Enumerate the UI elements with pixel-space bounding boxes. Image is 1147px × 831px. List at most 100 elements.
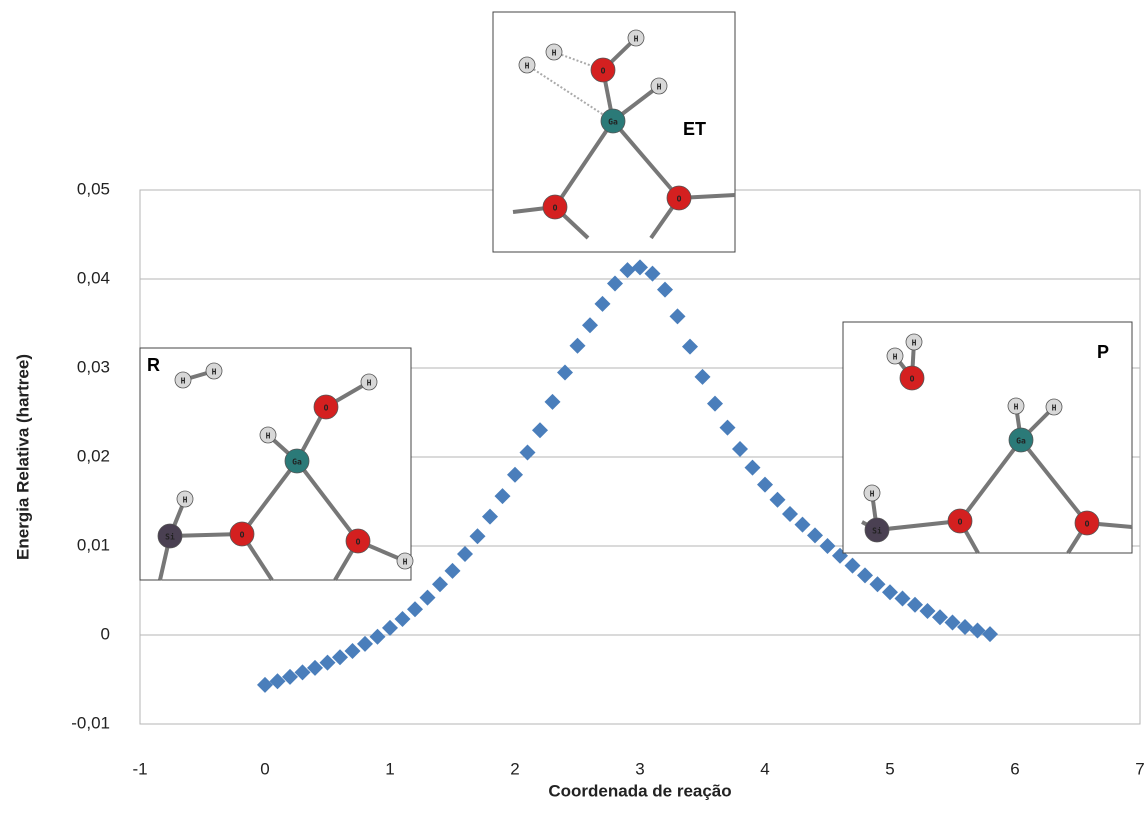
bond: [958, 438, 1023, 523]
y-tick-label: 0,04: [77, 268, 110, 287]
atom: [947, 508, 973, 534]
data-point: [444, 562, 461, 579]
data-point: [519, 444, 536, 461]
data-point: [732, 440, 748, 457]
atom: [229, 521, 255, 547]
data-point: [682, 338, 698, 355]
atom: [360, 373, 378, 391]
x-tick-label: 5: [885, 759, 894, 778]
x-tick-label: -1: [132, 759, 147, 778]
data-point: [619, 262, 636, 279]
data-point: [782, 505, 798, 522]
atom-label: O: [910, 375, 915, 384]
data-point: [882, 584, 898, 601]
data-point: [369, 628, 386, 645]
data-point: [532, 422, 548, 439]
atom: [590, 57, 616, 83]
atom: [666, 185, 692, 211]
atom: [345, 528, 371, 554]
data-point: [669, 308, 686, 325]
atom: [1008, 427, 1034, 453]
atom-label: H: [634, 35, 639, 44]
atom: [284, 448, 310, 474]
data-point: [694, 368, 711, 385]
data-point: [607, 275, 623, 292]
atom-label: H: [870, 490, 875, 499]
atom: [396, 552, 414, 570]
atom-label: H: [181, 377, 186, 386]
data-point: [719, 419, 736, 436]
data-point: [944, 614, 961, 631]
data-point: [757, 476, 773, 493]
atom-label: O: [324, 404, 329, 413]
bond: [553, 119, 615, 209]
data-point: [982, 626, 998, 643]
data-point: [819, 538, 836, 554]
atom: [864, 517, 890, 543]
atom: [176, 490, 194, 508]
data-point: [869, 576, 886, 593]
atom: [545, 43, 563, 61]
data-point: [557, 364, 573, 381]
atom: [1074, 510, 1100, 536]
y-tick-label: -0,01: [71, 713, 110, 732]
atom-label: O: [553, 204, 558, 213]
atom: [1007, 397, 1025, 415]
atom: [627, 29, 645, 47]
atom: [600, 108, 626, 134]
atom: [542, 194, 568, 220]
atom: [650, 77, 668, 95]
atom-label: O: [1085, 520, 1090, 529]
atom-label: Ga: [1016, 437, 1026, 446]
atom: [886, 347, 904, 365]
atom: [205, 362, 223, 380]
data-point: [282, 668, 298, 685]
data-point: [544, 393, 561, 410]
data-point: [844, 557, 861, 574]
atom-label: Si: [165, 532, 175, 542]
atom-label: O: [677, 195, 682, 204]
bond: [611, 119, 681, 200]
data-point: [419, 589, 436, 606]
atom: [157, 523, 183, 549]
x-tick-label: 3: [635, 759, 644, 778]
atom: [1045, 398, 1063, 416]
data-point: [332, 649, 348, 666]
x-tick-label: 2: [510, 759, 519, 778]
bond: [1019, 438, 1089, 525]
h-bond: [526, 64, 614, 122]
atom: [259, 426, 277, 444]
data-point: [507, 466, 523, 483]
data-point: [569, 337, 586, 354]
atom-label: Ga: [608, 118, 618, 127]
atom-label: O: [356, 538, 361, 547]
atom-label: H: [266, 432, 271, 441]
y-tick-label: 0,02: [77, 446, 110, 465]
atom: [899, 365, 925, 391]
atom: [518, 56, 536, 74]
data-point: [269, 673, 286, 690]
atom: [863, 484, 881, 502]
atom-label: O: [958, 518, 963, 527]
atom-label: Si: [872, 526, 882, 536]
data-point: [957, 618, 973, 635]
data-point: [494, 488, 511, 505]
data-point: [307, 659, 323, 676]
data-point: [769, 491, 786, 508]
atom: [174, 371, 192, 389]
atom-label: H: [367, 379, 372, 388]
atom-label: H: [912, 339, 917, 348]
data-point: [907, 596, 923, 613]
x-tick-label: 7: [1135, 759, 1144, 778]
data-point: [582, 317, 598, 334]
data-point: [469, 528, 486, 545]
data-point: [357, 635, 373, 652]
molecule-inset: H H O H H Ga O O ET: [492, 11, 736, 253]
data-point: [919, 602, 936, 619]
y-tick-label: 0,01: [77, 535, 110, 554]
data-point: [894, 590, 911, 607]
data-point: [932, 609, 948, 626]
atom-label: O: [601, 67, 606, 76]
data-point: [294, 664, 311, 681]
